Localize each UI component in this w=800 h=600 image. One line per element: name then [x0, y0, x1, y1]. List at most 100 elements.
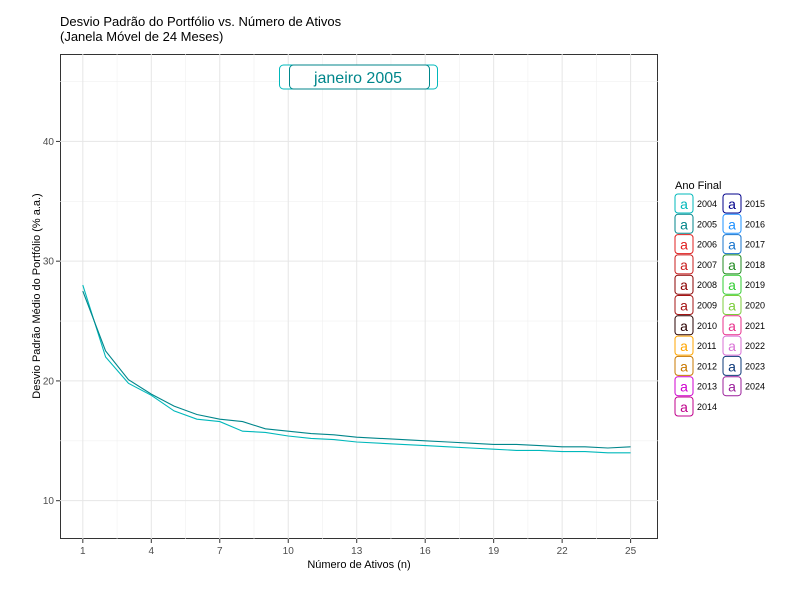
legend-label: 2007 — [697, 260, 717, 270]
x-tick-label: 13 — [351, 546, 363, 557]
legend-key — [674, 254, 694, 275]
x-axis-title: Número de Ativos (n) — [307, 559, 410, 571]
legend-item-2004: a 2004 — [674, 193, 717, 214]
legend-item-2015: a 2015 — [722, 193, 765, 214]
legend-key-glyph: a — [728, 277, 736, 293]
legend-label: 2020 — [745, 301, 765, 311]
x-tick-label: 1 — [80, 546, 86, 557]
legend-label: 2016 — [745, 219, 765, 229]
x-tick-label: 4 — [149, 546, 155, 557]
legend-label: 2017 — [745, 240, 765, 250]
legend-label: 2014 — [697, 402, 717, 412]
legend-key-glyph: a — [728, 338, 736, 354]
grid-lines — [60, 54, 658, 539]
legend-key-glyph: a — [680, 196, 688, 212]
legend-key — [674, 376, 694, 397]
legend-item-2020: a 2020 — [722, 295, 765, 315]
legend-label: 2005 — [697, 219, 717, 229]
x-axis: 1 4 7 10 13 16 19 22 25 — [80, 539, 637, 557]
legend-key — [722, 335, 742, 356]
legend-item-2013: a 2013 — [674, 376, 717, 397]
legend-label: 2019 — [745, 280, 765, 290]
legend-key-glyph: a — [728, 379, 736, 395]
legend-item-2006: a 2006 — [674, 234, 717, 255]
legend-key-glyph: a — [680, 358, 688, 374]
legend-key-glyph: a — [728, 318, 736, 334]
series-layer — [82, 284, 631, 454]
legend-item-2014: a 2014 — [674, 396, 717, 417]
period-label-group: janeiro 2005 — [279, 64, 438, 90]
legend-key-glyph: a — [680, 216, 688, 232]
legend-label: 2015 — [745, 199, 765, 209]
legend-label: 2011 — [697, 341, 716, 351]
legend-label: 2022 — [745, 341, 765, 351]
legend-item-2017: a 2017 — [722, 234, 765, 255]
series-line-2005 — [82, 290, 631, 449]
legend-label: 2012 — [697, 361, 717, 371]
legend-label: 2006 — [697, 240, 717, 250]
legend-item-2010: a 2010 — [674, 315, 717, 336]
legend-label: 2021 — [745, 321, 765, 331]
legend-key — [674, 274, 694, 295]
legend-item-2022: a 2022 — [722, 335, 765, 356]
legend-key-glyph: a — [680, 318, 688, 334]
legend-key — [722, 213, 742, 234]
x-tick-label: 19 — [488, 546, 500, 557]
legend-key — [722, 193, 742, 214]
x-tick-label: 10 — [283, 546, 295, 557]
legend-key — [674, 335, 694, 356]
legend-key — [674, 315, 694, 336]
legend-key-glyph: a — [680, 379, 688, 395]
legend-key-glyph: a — [728, 196, 736, 212]
y-tick-label: 20 — [43, 376, 55, 387]
legend-key — [674, 295, 694, 315]
legend-key — [722, 274, 742, 295]
legend-item-2008: a 2008 — [674, 274, 717, 295]
legend-item-2009: a 2009 — [674, 295, 717, 315]
legend-key — [722, 355, 742, 376]
series-line-2004 — [82, 284, 631, 454]
legend-item-2021: a 2021 — [722, 315, 765, 336]
legend-key-glyph: a — [728, 237, 736, 253]
legend-key — [722, 254, 742, 275]
legend-key — [674, 213, 694, 234]
legend-key — [674, 355, 694, 376]
x-tick-label: 22 — [557, 546, 569, 557]
legend-key-glyph: a — [728, 216, 736, 232]
legend-key-glyph: a — [680, 338, 688, 354]
legend-label: 2008 — [697, 280, 717, 290]
legend-item-2005: a 2005 — [674, 213, 717, 234]
legend-key — [722, 315, 742, 336]
plot-panel — [60, 54, 658, 539]
chart-title-main: Desvio Padrão do Portfólio vs. Número de… — [60, 14, 342, 29]
legend-item-2016: a 2016 — [722, 213, 765, 234]
legend-label: 2009 — [697, 301, 717, 311]
period-label-box-inner — [289, 64, 430, 90]
legend-item-2018: a 2018 — [722, 254, 765, 275]
legend-label: 2024 — [745, 382, 765, 392]
legend-label: 2010 — [697, 321, 717, 331]
legend-key-glyph: a — [680, 399, 688, 415]
chart-title: Desvio Padrão do Portfólio vs. Número de… — [60, 14, 341, 44]
legend-label: 2023 — [745, 361, 765, 371]
legend-label: 2013 — [697, 382, 717, 392]
legend-item-2024: a 2024 — [722, 376, 765, 397]
chart-subtitle: (Janela Móvel de 24 Meses) — [60, 29, 224, 44]
legend-label: 2018 — [745, 260, 765, 270]
legend-key-glyph: a — [728, 358, 736, 374]
legend-item-2019: a 2019 — [722, 274, 765, 295]
legend-key-glyph: a — [680, 257, 688, 273]
legend-key-glyph: a — [680, 237, 688, 253]
legend-key — [674, 234, 694, 255]
legend-key-glyph: a — [680, 277, 688, 293]
y-tick-label: 10 — [43, 496, 55, 507]
legend-label: 2004 — [697, 199, 717, 209]
legend-key — [722, 234, 742, 255]
x-tick-label: 25 — [625, 546, 637, 557]
legend-key — [722, 295, 742, 315]
period-label: janeiro 2005 — [313, 70, 402, 87]
legend-item-2023: a 2023 — [722, 355, 765, 376]
legend-key — [722, 376, 742, 397]
